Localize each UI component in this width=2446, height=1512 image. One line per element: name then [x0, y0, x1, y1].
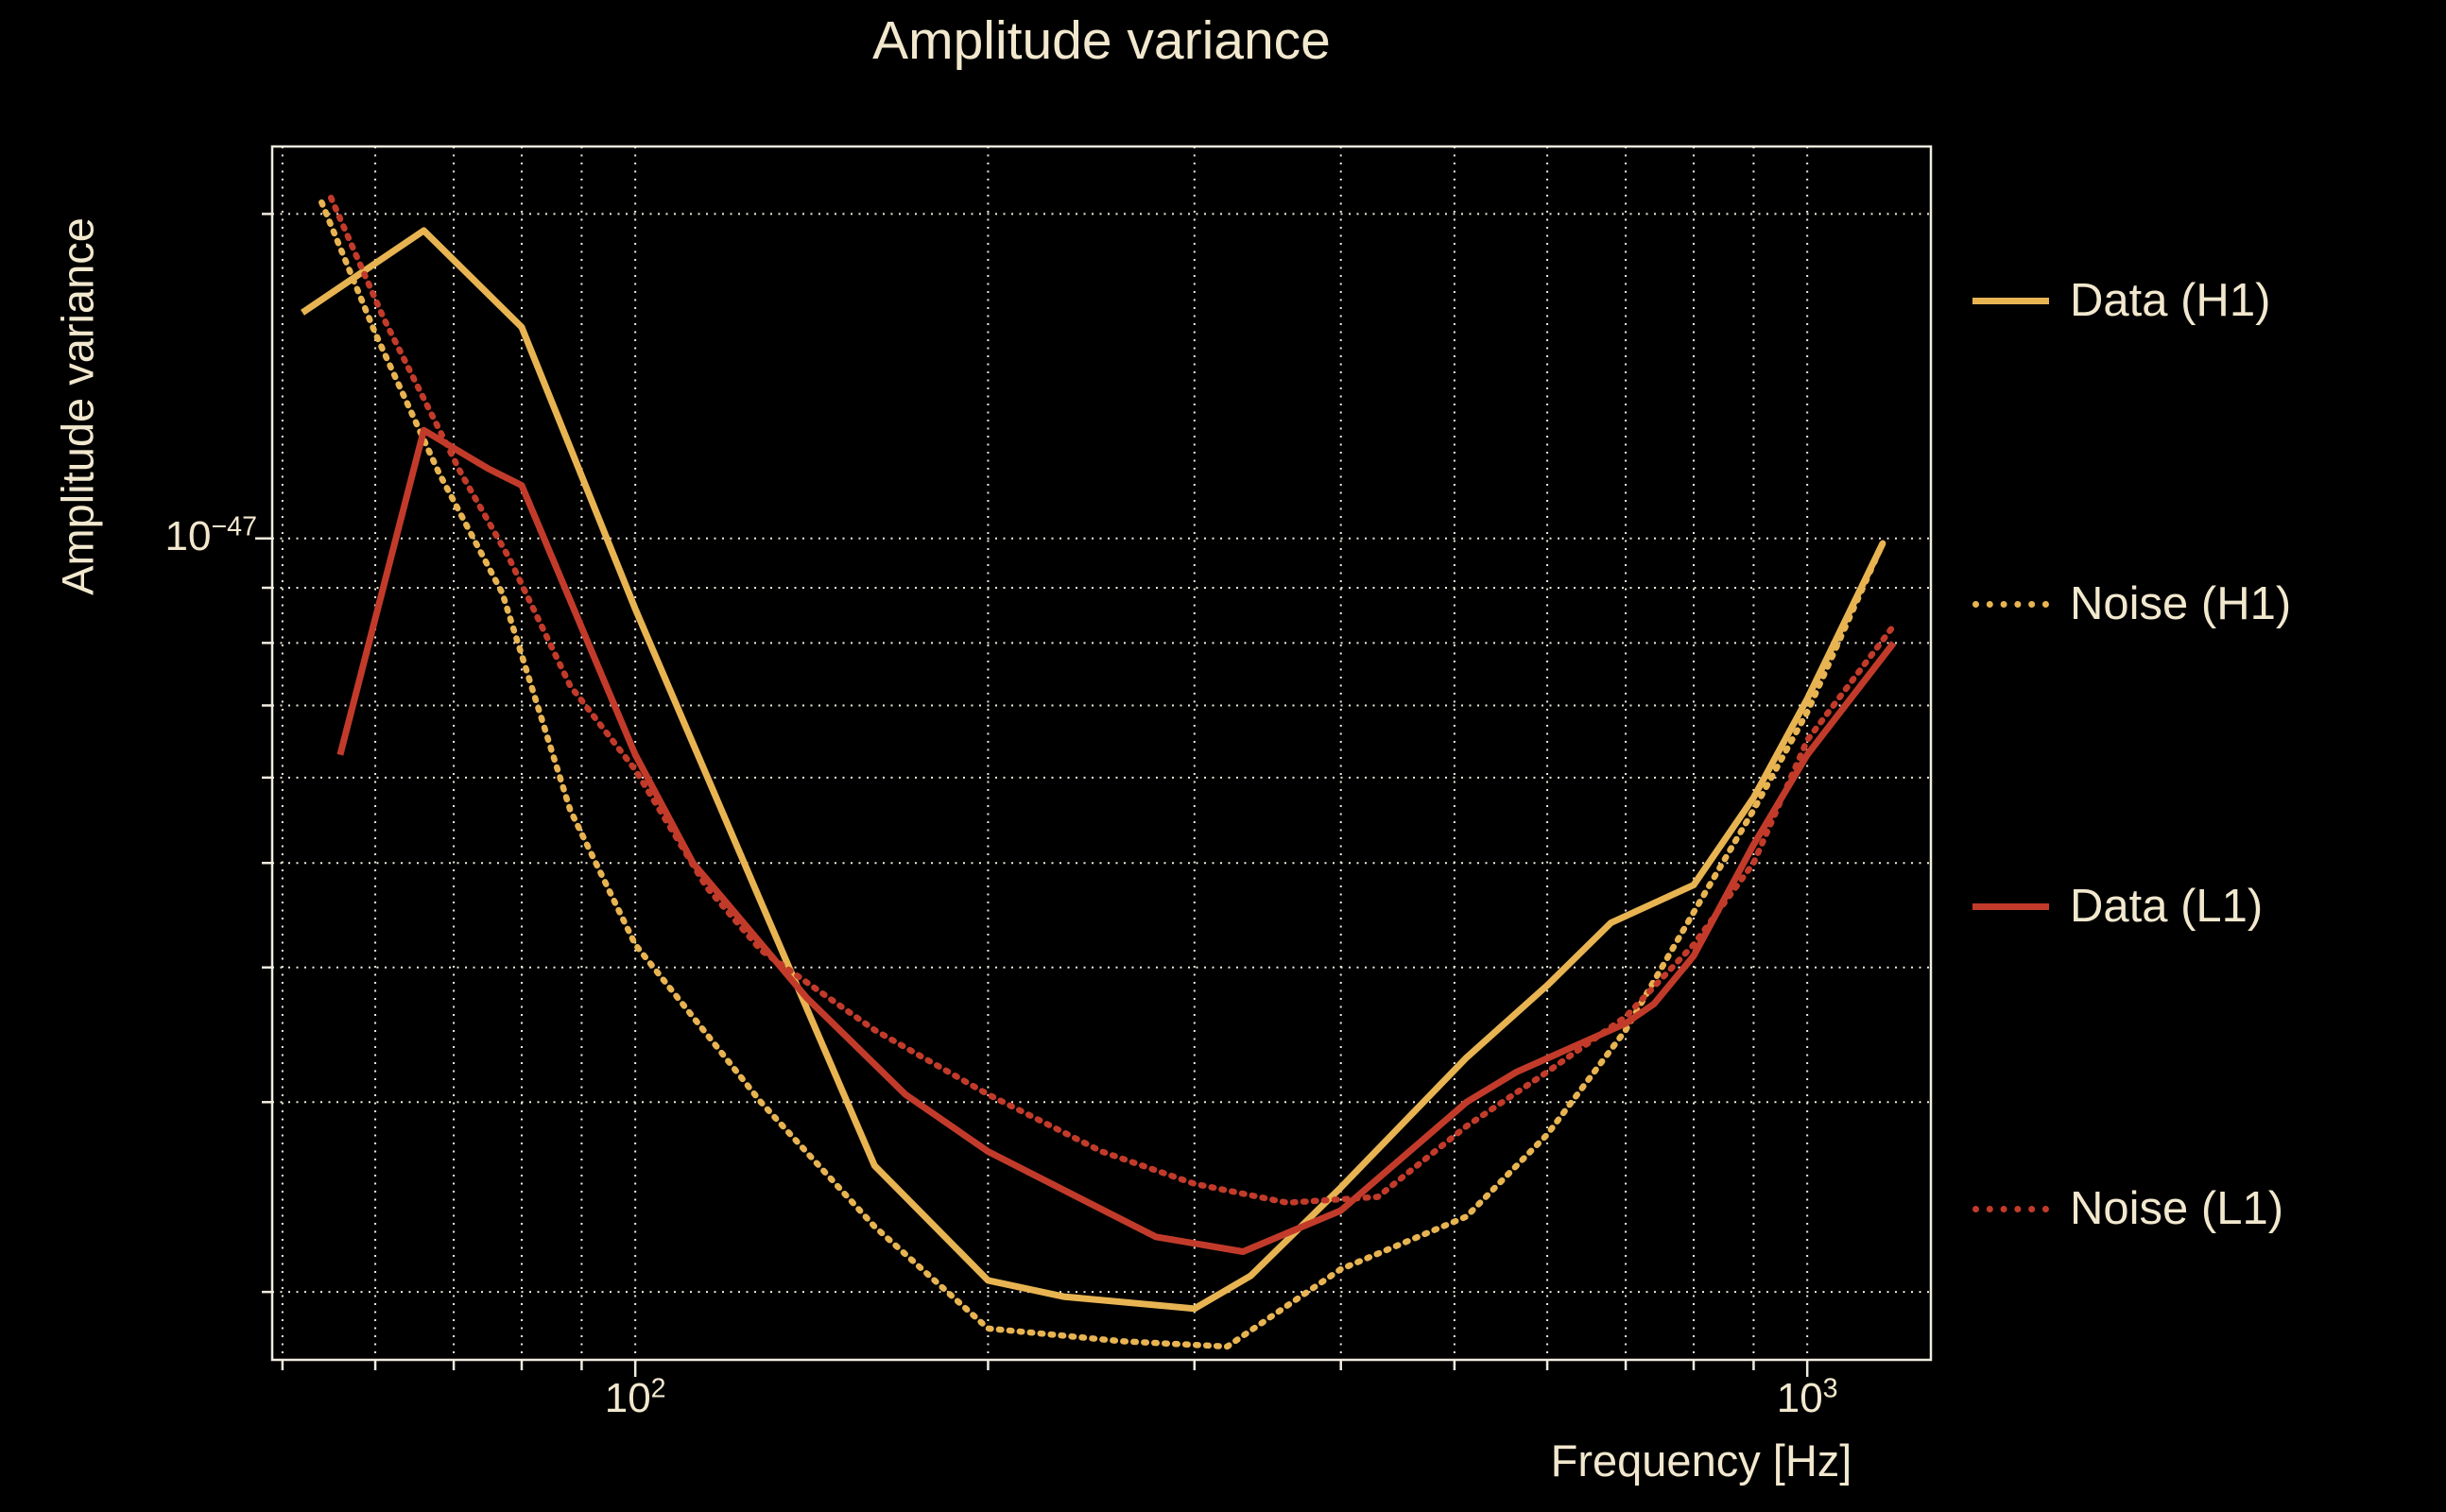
legend-line-data-l1 — [1972, 902, 2049, 910]
series-noise-h1 — [319, 198, 1886, 1350]
legend-item-noise-h1: Noise (H1) — [1972, 577, 2291, 630]
legend-item-noise-l1: Noise (L1) — [1972, 1182, 2283, 1235]
y-tick-label-1e-47: 10−47 — [164, 511, 257, 559]
x-tick-label-1000: 103 — [1776, 1373, 1838, 1421]
legend-label-noise-l1: Noise (L1) — [2070, 1183, 2284, 1234]
legend-line-noise-h1 — [1972, 600, 2049, 608]
series-noise-l1 — [327, 195, 1897, 1206]
legend-item-data-l1: Data (L1) — [1972, 880, 2263, 933]
chart-title: Amplitude variance — [872, 10, 1331, 71]
series-data-l1 — [336, 426, 1897, 1255]
x-axis-label: Frequency [Hz] — [1550, 1435, 1852, 1486]
y-axis-label: Amplitude variance — [52, 217, 103, 595]
legend-label-noise-h1: Noise (H1) — [2070, 578, 2292, 629]
axes-spines — [270, 145, 1933, 1362]
legend: Data (H1) Noise (H1) Data (L1) Noise (L1… — [1972, 0, 2445, 1512]
x-tick-label-100: 102 — [604, 1373, 666, 1421]
legend-item-data-h1: Data (H1) — [1972, 274, 2270, 327]
series-data-h1 — [301, 227, 1886, 1313]
legend-label-data-l1: Data (L1) — [2070, 881, 2264, 932]
legend-line-data-h1 — [1972, 297, 2049, 304]
legend-label-data-h1: Data (H1) — [2070, 275, 2271, 326]
legend-line-noise-l1 — [1972, 1205, 2049, 1212]
